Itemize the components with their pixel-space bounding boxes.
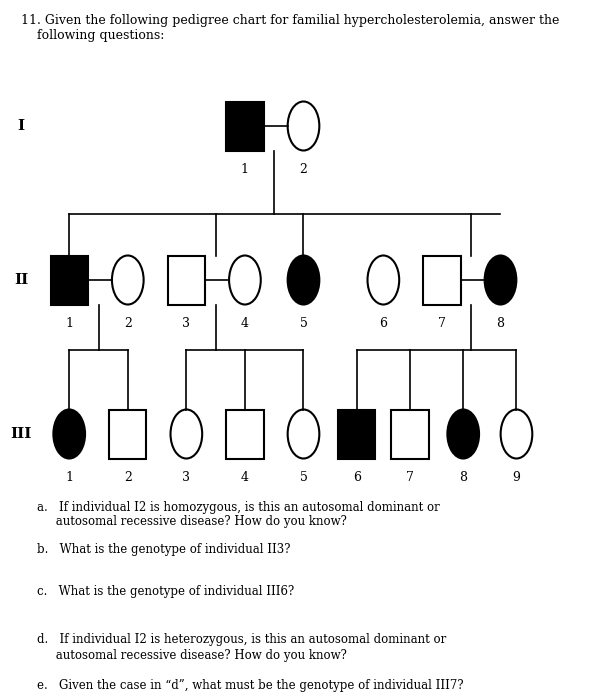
Text: 3: 3 xyxy=(182,471,190,484)
Ellipse shape xyxy=(368,256,399,304)
FancyBboxPatch shape xyxy=(227,410,263,459)
Ellipse shape xyxy=(171,410,202,459)
Text: a.   If individual I2 is homozygous, is this an autosomal dominant or
     autos: a. If individual I2 is homozygous, is th… xyxy=(37,500,440,528)
Text: 1: 1 xyxy=(65,471,73,484)
Text: II: II xyxy=(14,273,28,287)
Text: 3: 3 xyxy=(182,317,190,330)
Text: 4: 4 xyxy=(241,317,249,330)
Text: 11. Given the following pedigree chart for familial hypercholesterolemia, answer: 11. Given the following pedigree chart f… xyxy=(21,14,560,42)
FancyBboxPatch shape xyxy=(338,410,375,459)
Text: 7: 7 xyxy=(406,471,414,484)
Text: 2: 2 xyxy=(124,317,132,330)
Ellipse shape xyxy=(484,256,516,304)
Ellipse shape xyxy=(112,256,144,304)
Text: III: III xyxy=(10,427,32,441)
FancyBboxPatch shape xyxy=(227,102,263,150)
Text: 1: 1 xyxy=(65,317,73,330)
Text: 6: 6 xyxy=(379,317,387,330)
Text: b.   What is the genotype of individual II3?: b. What is the genotype of individual II… xyxy=(37,542,291,556)
FancyBboxPatch shape xyxy=(391,410,429,459)
Text: 5: 5 xyxy=(300,317,308,330)
Ellipse shape xyxy=(448,410,479,459)
Ellipse shape xyxy=(287,256,319,304)
Text: 7: 7 xyxy=(438,317,446,330)
Ellipse shape xyxy=(229,256,261,304)
Text: 8: 8 xyxy=(497,317,505,330)
Text: 8: 8 xyxy=(459,471,467,484)
Text: 9: 9 xyxy=(513,471,521,484)
FancyBboxPatch shape xyxy=(50,256,88,304)
Ellipse shape xyxy=(287,410,319,459)
Text: I: I xyxy=(18,119,25,133)
Ellipse shape xyxy=(500,410,532,459)
Text: 5: 5 xyxy=(300,471,308,484)
Text: d.   If individual I2 is heterozygous, is this an autosomal dominant or
     aut: d. If individual I2 is heterozygous, is … xyxy=(37,634,446,662)
Text: e.   Given the case in “d”, what must be the genotype of individual III7?: e. Given the case in “d”, what must be t… xyxy=(37,679,464,692)
Text: 4: 4 xyxy=(241,471,249,484)
FancyBboxPatch shape xyxy=(109,410,146,459)
Text: c.   What is the genotype of individual III6?: c. What is the genotype of individual II… xyxy=(37,584,295,598)
Text: 1: 1 xyxy=(241,163,249,176)
Text: 6: 6 xyxy=(352,471,361,484)
FancyBboxPatch shape xyxy=(168,256,205,304)
Ellipse shape xyxy=(53,410,85,459)
Text: 2: 2 xyxy=(124,471,132,484)
Text: 2: 2 xyxy=(300,163,308,176)
Ellipse shape xyxy=(287,102,319,150)
FancyBboxPatch shape xyxy=(423,256,460,304)
